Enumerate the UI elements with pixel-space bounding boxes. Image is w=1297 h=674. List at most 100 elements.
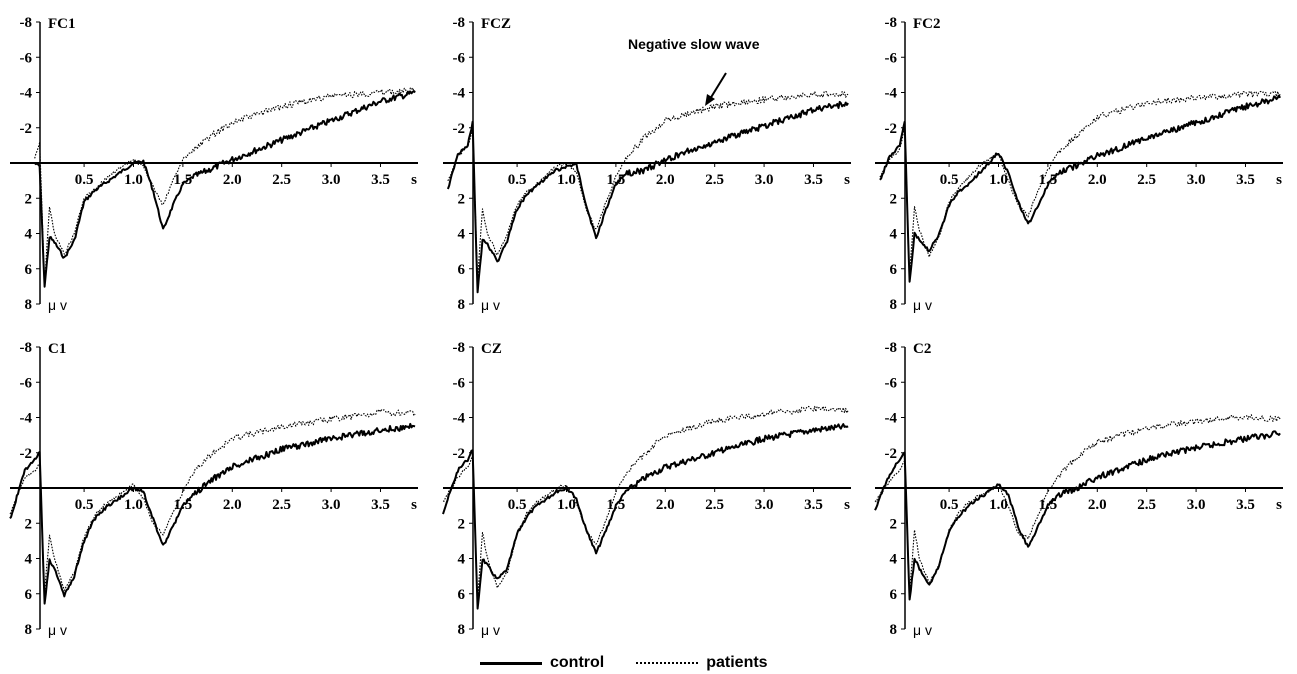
y-tick-label: -8 [453,340,466,356]
panel-title-fcz: FCZ [481,16,511,32]
chart-panel-c1: -8 -6 -4 -2 2 4 6 8 0.5 1.0 1.5 2.0 2.5 3.0 3.5 s μ v C1 [0,325,432,645]
unit-label: μ v [913,622,932,638]
y-tick-label: -6 [885,50,898,66]
series-line-control [875,431,1280,599]
x-tick-label: 3.5 [804,172,823,188]
x-tick-label: 2.0 [223,497,242,513]
y-tick-label: 2 [25,191,33,207]
y-tick-label: 2 [890,516,898,532]
legend-swatch-dotted [636,662,698,664]
chart-panel-fc1: -8 -6 -4 -2 2 4 6 8 0.5 1.0 1.5 2.0 2.5 3.0 3.5 s μ v FC1 [0,0,432,320]
y-tick-label: -6 [885,375,898,391]
x-tick-label: 2.0 [656,172,675,188]
y-tick-label: 4 [890,552,898,568]
x-tick-label: 3.0 [1187,497,1206,513]
y-tick-label: -2 [20,121,33,137]
x-tick-label: 3.0 [322,497,341,513]
annotation-negative-slow-wave: Negative slow wave [628,36,760,52]
y-tick-label: -6 [20,375,33,391]
x-tick-label: 1.0 [124,172,143,188]
x-unit-label: s [411,172,417,188]
chart-panel-fc2: -8 -6 -4 -2 2 4 6 8 0.5 1.0 1.5 2.0 2.5 3.0 3.5 s μ v FC2 [865,0,1297,320]
y-tick-label: 8 [458,297,466,313]
x-tick-label: 2.5 [705,497,724,513]
x-tick-label: 3.0 [1187,172,1206,188]
x-tick-label: 3.5 [371,497,390,513]
y-tick-label: 6 [458,587,466,603]
series-line-control [880,96,1280,282]
x-tick-label: 2.5 [1137,497,1156,513]
x-tick-label: 1.0 [124,497,143,513]
x-tick-label: 3.5 [371,172,390,188]
x-tick-label: 0.5 [75,497,94,513]
x-unit-label: s [844,497,850,513]
x-tick-label: 2.5 [705,172,724,188]
y-tick-label: 6 [25,262,33,278]
series-line-patients [875,415,1280,594]
x-tick-label: 1.0 [989,172,1008,188]
y-tick-label: 2 [458,191,466,207]
y-tick-label: -4 [453,86,466,102]
series-line-control [443,424,848,608]
panel-title-fc2: FC2 [913,16,941,32]
y-tick-label: -6 [20,50,33,66]
x-tick-label: 3.5 [1236,172,1255,188]
chart-svg-c1: -8-6-4-224680.5 1.0 1.5 2.0 2.5 3.0 3.5 sμ vC1 [0,325,432,645]
x-tick-label: 1.0 [557,497,576,513]
legend: control patients [480,652,800,674]
y-tick-label: 6 [25,587,33,603]
x-tick-label: 2.5 [272,497,291,513]
chart-panel-cz: -8 -6 -4 -2 2 4 6 8 0.5 1.0 1.5 2.0 2.5 3.0 3.5 s μ v CZ [433,325,865,645]
y-tick-label: -8 [885,15,898,31]
y-tick-label: -4 [20,86,33,102]
x-tick-label: 0.5 [508,497,527,513]
x-tick-label: 2.5 [272,172,291,188]
legend-label-control: control [550,654,604,672]
y-tick-label: -6 [453,50,466,66]
y-tick-label: 8 [25,622,33,638]
x-tick-label: 2.0 [1088,497,1107,513]
legend-item-control: control [480,654,604,672]
panel-title-c1: C1 [48,341,66,357]
y-tick-label: 6 [890,587,898,603]
legend-label-patients: patients [706,654,767,672]
y-tick-label: 6 [458,262,466,278]
unit-label: μ v [481,622,500,638]
y-tick-label: -4 [20,411,33,427]
x-tick-label: 0.5 [940,172,959,188]
unit-label: μ v [48,297,67,313]
y-tick-label: 4 [25,552,33,568]
panel-title-c2: C2 [913,341,931,357]
y-tick-label: 8 [890,297,898,313]
y-tick-label: -2 [20,446,33,462]
y-tick-label: -2 [885,121,898,137]
y-tick-label: -4 [885,86,898,102]
x-unit-label: s [1276,497,1282,513]
unit-label: μ v [913,297,932,313]
y-tick-label: 2 [25,516,33,532]
y-tick-label: 4 [458,227,466,243]
y-tick-label: -4 [453,411,466,427]
chart-panel-c2: -8 -6 -4 -2 2 4 6 8 0.5 1.0 1.5 2.0 2.5 3.0 3.5 s μ v C2 [865,325,1297,645]
y-tick-label: 6 [890,262,898,278]
y-tick-label: -8 [453,15,466,31]
series-line-patients [10,409,415,594]
x-tick-label: 2.0 [656,497,675,513]
x-unit-label: s [411,497,417,513]
y-tick-label: -6 [453,375,466,391]
y-tick-label: 8 [458,622,466,638]
legend-swatch-solid [480,662,542,665]
y-tick-label: 2 [458,516,466,532]
y-tick-label: -8 [20,15,33,31]
y-tick-label: -2 [453,446,466,462]
y-tick-label: -2 [885,446,898,462]
legend-item-patients: patients [636,654,767,672]
series-line-control [448,102,848,292]
x-tick-label: 3.0 [755,497,774,513]
y-tick-label: 8 [25,297,33,313]
x-unit-label: s [1276,172,1282,188]
x-tick-label: 3.5 [1236,497,1255,513]
